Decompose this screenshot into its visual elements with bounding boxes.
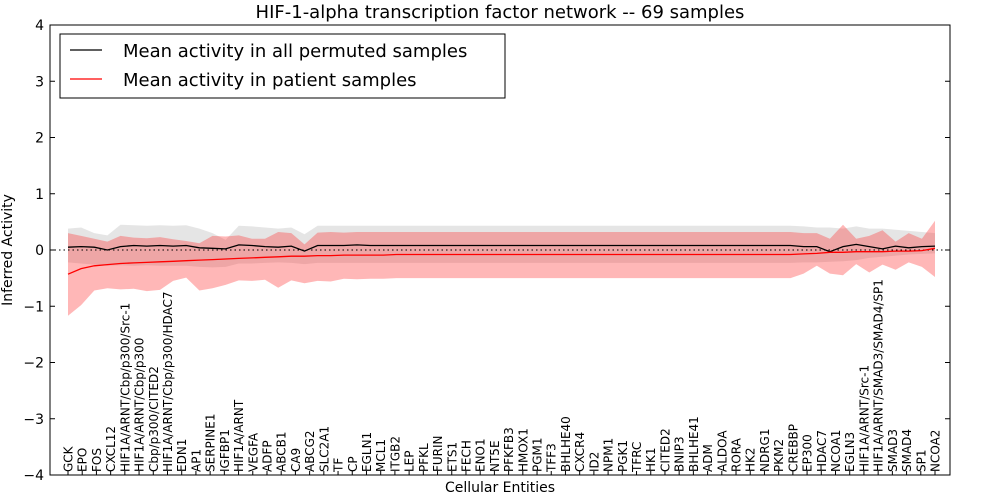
x-tick-label: ABCB1 bbox=[275, 432, 289, 472]
series-1-line bbox=[67, 247, 936, 275]
y-tick-label: 4 bbox=[35, 18, 44, 34]
x-axis-label: Cellular Entities bbox=[445, 480, 555, 496]
y-tick-label: −1 bbox=[23, 299, 44, 315]
x-tick-label: HK1 bbox=[644, 447, 658, 472]
y-tick-label: −2 bbox=[23, 356, 44, 372]
legend-box bbox=[59, 33, 506, 99]
x-tick-label: ABCG2 bbox=[303, 430, 317, 472]
x-tick-label: FECH bbox=[460, 440, 474, 472]
x-tick-label: ITGB2 bbox=[388, 436, 402, 472]
x-tick-label: BHLHE41 bbox=[687, 416, 701, 472]
y-tick-label: 3 bbox=[35, 74, 44, 90]
x-tick-label: SP1 bbox=[914, 450, 928, 473]
x-tick-label: MCL1 bbox=[374, 439, 388, 472]
x-tick-label: HMOX1 bbox=[516, 428, 530, 472]
x-tick-label: ETS1 bbox=[445, 442, 459, 472]
x-tick-label: CA9 bbox=[289, 448, 303, 472]
x-tick-label: ADM bbox=[701, 444, 715, 472]
x-tick-label: RORA bbox=[730, 437, 744, 472]
x-tick-label: SERPINE1 bbox=[204, 413, 218, 472]
x-tick-label: PFKL bbox=[417, 443, 431, 472]
x-tick-label: EGLN1 bbox=[360, 432, 374, 472]
legend-label-patient: Mean activity in patient samples bbox=[123, 70, 417, 91]
x-tick-label: NCOA2 bbox=[929, 430, 943, 472]
x-tick-label: HK2 bbox=[744, 447, 758, 472]
x-tick-label: HIF1A/ARNT bbox=[232, 399, 246, 472]
x-tick-label: HIF1A/ARNT/Src-1 bbox=[857, 365, 871, 472]
x-tick-label: BHLHE40 bbox=[559, 416, 573, 472]
x-tick-label: VEGFA bbox=[246, 432, 260, 472]
x-tick-label: PKM2 bbox=[772, 439, 786, 472]
x-tick-label: FOS bbox=[90, 448, 104, 472]
y-axis-label: Inferred Activity bbox=[0, 194, 16, 306]
x-tick-label: NPM1 bbox=[602, 438, 616, 472]
x-tick-label: EDN1 bbox=[175, 439, 189, 472]
x-tick-label: CREBBP bbox=[786, 424, 800, 472]
x-tick-label: HIF1A/ARNT/Cbp/p300/HDAC7 bbox=[161, 291, 175, 472]
x-tick-label: CXCL12 bbox=[104, 426, 118, 472]
x-tick-label: ENO1 bbox=[474, 438, 488, 472]
x-tick-label: TFF3 bbox=[545, 443, 559, 473]
x-tick-label: ADFP bbox=[261, 440, 275, 472]
chart-title: HIF-1-alpha transcription factor network… bbox=[256, 2, 745, 23]
x-tick-label: SMAD4 bbox=[900, 429, 914, 472]
y-tick-label: 0 bbox=[35, 243, 44, 259]
x-tick-label: NDRG1 bbox=[758, 429, 772, 473]
y-tick-label: 1 bbox=[35, 187, 44, 203]
x-tick-label: BNIP3 bbox=[673, 436, 687, 472]
legend-label-permuted: Mean activity in all permuted samples bbox=[123, 41, 467, 62]
x-tick-label: FURIN bbox=[431, 435, 445, 472]
y-tick-label: 2 bbox=[35, 131, 44, 147]
x-tick-label: AP1 bbox=[189, 449, 203, 472]
x-tick-label: EPO bbox=[76, 448, 90, 472]
x-tick-label: CITED2 bbox=[659, 428, 673, 472]
x-tick-label: HIF1A/ARNT/SMAD3/SMAD4/SP1 bbox=[872, 279, 886, 472]
y-tick-label: −3 bbox=[23, 412, 44, 428]
x-tick-label: SLC2A1 bbox=[317, 426, 331, 472]
x-tick-label: ALDOA bbox=[715, 430, 729, 472]
x-tick-label: HIF1A/ARNT/Cbp/p300 bbox=[133, 338, 147, 472]
x-tick-label: PFKFB3 bbox=[502, 427, 516, 472]
x-tick-label: GCK bbox=[62, 445, 76, 472]
x-tick-label: TFRC bbox=[630, 442, 644, 473]
x-tick-label: CXCR4 bbox=[573, 432, 587, 472]
x-tick-label: Cbp/p300/CITED2 bbox=[147, 366, 161, 472]
x-tick-label: NT5E bbox=[488, 440, 502, 472]
x-tick-label: TF bbox=[332, 458, 346, 473]
legend: Mean activity in all permuted samples Me… bbox=[59, 33, 506, 99]
y-tick-label: −4 bbox=[23, 468, 44, 484]
x-tick-label: HIF1A/ARNT/Cbp/p300/Src-1 bbox=[118, 303, 132, 472]
x-tick-label: LEP bbox=[403, 450, 417, 472]
x-tick-label: EGLN3 bbox=[843, 432, 857, 472]
x-tick-label: PGM1 bbox=[531, 437, 545, 472]
x-tick-label: IGFBP1 bbox=[218, 429, 232, 472]
x-tick-label: NCOA1 bbox=[829, 430, 843, 472]
x-tick-label: EP300 bbox=[801, 434, 815, 472]
x-tick-label: CP bbox=[346, 456, 360, 472]
series-1-range-band bbox=[68, 220, 935, 316]
x-tick-label: ID2 bbox=[587, 452, 601, 472]
series-0-line bbox=[67, 243, 936, 253]
x-tick-label: PGK1 bbox=[616, 440, 630, 472]
x-tick-label: SMAD3 bbox=[886, 429, 900, 472]
x-tick-label: HDAC7 bbox=[815, 430, 829, 472]
